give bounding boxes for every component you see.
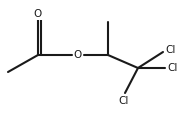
Text: Cl: Cl — [119, 96, 129, 106]
Text: Cl: Cl — [167, 63, 177, 73]
Text: O: O — [74, 50, 82, 60]
Text: O: O — [34, 9, 42, 19]
Text: Cl: Cl — [165, 45, 175, 55]
